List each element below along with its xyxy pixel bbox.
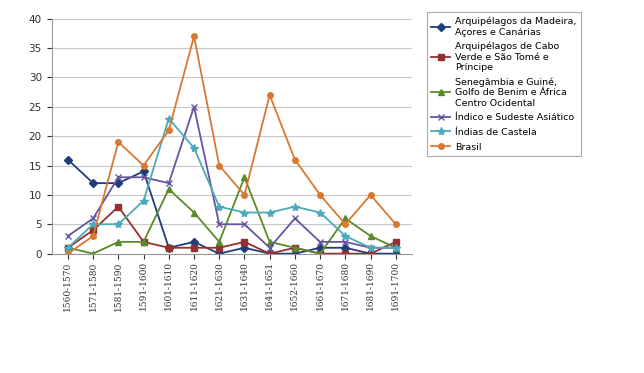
Arquipélagos da Madeira,
Açores e Canárias bbox=[165, 245, 173, 250]
Line: Arquipélagos da Madeira,
Açores e Canárias: Arquipélagos da Madeira, Açores e Canári… bbox=[65, 157, 399, 256]
Senegâmbia e Guiné,
Golfo de Benim e África
Centro Ocidental bbox=[341, 216, 349, 221]
Arquipélagos da Madeira,
Açores e Canárias bbox=[140, 169, 147, 174]
Índico e Sudeste Asiático bbox=[215, 222, 223, 226]
Índias de Castela bbox=[90, 222, 97, 226]
Arquipélagos da Madeira,
Açores e Canárias bbox=[241, 245, 249, 250]
Índias de Castela bbox=[64, 245, 71, 250]
Arquipélagos da Madeira,
Açores e Canárias bbox=[341, 245, 349, 250]
Índias de Castela bbox=[341, 234, 349, 238]
Arquipélagos de Cabo
Verde e São Tomé e
Príncipe bbox=[392, 240, 400, 244]
Índias de Castela bbox=[215, 204, 223, 209]
Brasil bbox=[392, 222, 400, 226]
Arquipélagos da Madeira,
Açores e Canárias bbox=[291, 251, 299, 256]
Senegâmbia e Guiné,
Golfo de Benim e África
Centro Ocidental bbox=[316, 251, 324, 256]
Arquipélagos de Cabo
Verde e São Tomé e
Príncipe bbox=[341, 251, 349, 256]
Brasil bbox=[241, 192, 249, 197]
Arquipélagos da Madeira,
Açores e Canárias bbox=[392, 251, 400, 256]
Arquipélagos de Cabo
Verde e São Tomé e
Príncipe bbox=[291, 245, 299, 250]
Senegâmbia e Guiné,
Golfo de Benim e África
Centro Ocidental bbox=[266, 240, 274, 244]
Arquipélagos de Cabo
Verde e São Tomé e
Príncipe bbox=[215, 245, 223, 250]
Índico e Sudeste Asiático bbox=[190, 104, 198, 109]
Índico e Sudeste Asiático bbox=[316, 240, 324, 244]
Line: Brasil: Brasil bbox=[65, 34, 399, 256]
Índico e Sudeste Asiático bbox=[341, 240, 349, 244]
Arquipélagos de Cabo
Verde e São Tomé e
Príncipe bbox=[241, 240, 249, 244]
Índico e Sudeste Asiático bbox=[291, 216, 299, 221]
Arquipélagos de Cabo
Verde e São Tomé e
Príncipe bbox=[115, 204, 122, 209]
Brasil bbox=[215, 163, 223, 168]
Arquipélagos da Madeira,
Açores e Canárias bbox=[266, 251, 274, 256]
Brasil bbox=[190, 34, 198, 38]
Índico e Sudeste Asiático bbox=[366, 245, 374, 250]
Índico e Sudeste Asiático bbox=[241, 222, 249, 226]
Senegâmbia e Guiné,
Golfo de Benim e África
Centro Ocidental bbox=[215, 240, 223, 244]
Senegâmbia e Guiné,
Golfo de Benim e África
Centro Ocidental bbox=[115, 240, 122, 244]
Arquipélagos de Cabo
Verde e São Tomé e
Príncipe bbox=[190, 245, 198, 250]
Senegâmbia e Guiné,
Golfo de Benim e África
Centro Ocidental bbox=[165, 187, 173, 191]
Índico e Sudeste Asiático bbox=[266, 245, 274, 250]
Arquipélagos da Madeira,
Açores e Canárias bbox=[64, 157, 71, 162]
Índias de Castela bbox=[241, 210, 249, 215]
Índico e Sudeste Asiático bbox=[64, 234, 71, 238]
Senegâmbia e Guiné,
Golfo de Benim e África
Centro Ocidental bbox=[241, 175, 249, 179]
Brasil bbox=[341, 222, 349, 226]
Índias de Castela bbox=[392, 245, 400, 250]
Line: Índico e Sudeste Asiático: Índico e Sudeste Asiático bbox=[64, 103, 399, 251]
Arquipélagos da Madeira,
Açores e Canárias bbox=[316, 245, 324, 250]
Índico e Sudeste Asiático bbox=[392, 245, 400, 250]
Arquipélagos da Madeira,
Açores e Canárias bbox=[215, 251, 223, 256]
Índico e Sudeste Asiático bbox=[115, 175, 122, 179]
Índias de Castela bbox=[190, 146, 198, 150]
Line: Senegâmbia e Guiné,
Golfo de Benim e África
Centro Ocidental: Senegâmbia e Guiné, Golfo de Benim e Áfr… bbox=[65, 175, 399, 256]
Brasil bbox=[366, 192, 374, 197]
Índias de Castela bbox=[291, 204, 299, 209]
Arquipélagos de Cabo
Verde e São Tomé e
Príncipe bbox=[366, 251, 374, 256]
Senegâmbia e Guiné,
Golfo de Benim e África
Centro Ocidental bbox=[64, 245, 71, 250]
Brasil bbox=[291, 157, 299, 162]
Brasil bbox=[165, 128, 173, 132]
Brasil bbox=[64, 251, 71, 256]
Brasil bbox=[115, 140, 122, 144]
Senegâmbia e Guiné,
Golfo de Benim e África
Centro Ocidental bbox=[190, 210, 198, 215]
Arquipélagos da Madeira,
Açores e Canárias bbox=[366, 251, 374, 256]
Line: Índias de Castela: Índias de Castela bbox=[64, 115, 400, 252]
Índico e Sudeste Asiático bbox=[90, 216, 97, 221]
Brasil bbox=[140, 163, 147, 168]
Arquipélagos da Madeira,
Açores e Canárias bbox=[90, 181, 97, 185]
Legend: Arquipélagos da Madeira,
Açores e Canárias, Arquipélagos de Cabo
Verde e São Tom: Arquipélagos da Madeira, Açores e Canári… bbox=[426, 12, 581, 157]
Senegâmbia e Guiné,
Golfo de Benim e África
Centro Ocidental bbox=[90, 251, 97, 256]
Índias de Castela bbox=[366, 245, 374, 250]
Senegâmbia e Guiné,
Golfo de Benim e África
Centro Ocidental bbox=[392, 245, 400, 250]
Line: Arquipélagos de Cabo
Verde e São Tomé e
Príncipe: Arquipélagos de Cabo Verde e São Tomé e … bbox=[65, 204, 399, 256]
Índico e Sudeste Asiático bbox=[165, 181, 173, 185]
Brasil bbox=[266, 93, 274, 97]
Senegâmbia e Guiné,
Golfo de Benim e África
Centro Ocidental bbox=[291, 245, 299, 250]
Arquipélagos de Cabo
Verde e São Tomé e
Príncipe bbox=[165, 245, 173, 250]
Arquipélagos de Cabo
Verde e São Tomé e
Príncipe bbox=[64, 245, 71, 250]
Arquipélagos de Cabo
Verde e São Tomé e
Príncipe bbox=[316, 251, 324, 256]
Índias de Castela bbox=[316, 210, 324, 215]
Senegâmbia e Guiné,
Golfo de Benim e África
Centro Ocidental bbox=[366, 234, 374, 238]
Índias de Castela bbox=[140, 198, 147, 203]
Índico e Sudeste Asiático bbox=[140, 175, 147, 179]
Índias de Castela bbox=[115, 222, 122, 226]
Arquipélagos de Cabo
Verde e São Tomé e
Príncipe bbox=[140, 240, 147, 244]
Brasil bbox=[316, 192, 324, 197]
Arquipélagos da Madeira,
Açores e Canárias bbox=[190, 240, 198, 244]
Índias de Castela bbox=[266, 210, 274, 215]
Arquipélagos de Cabo
Verde e São Tomé e
Príncipe bbox=[266, 251, 274, 256]
Brasil bbox=[90, 234, 97, 238]
Senegâmbia e Guiné,
Golfo de Benim e África
Centro Ocidental bbox=[140, 240, 147, 244]
Arquipélagos de Cabo
Verde e São Tomé e
Príncipe bbox=[90, 228, 97, 232]
Arquipélagos da Madeira,
Açores e Canárias bbox=[115, 181, 122, 185]
Índias de Castela bbox=[165, 116, 173, 121]
